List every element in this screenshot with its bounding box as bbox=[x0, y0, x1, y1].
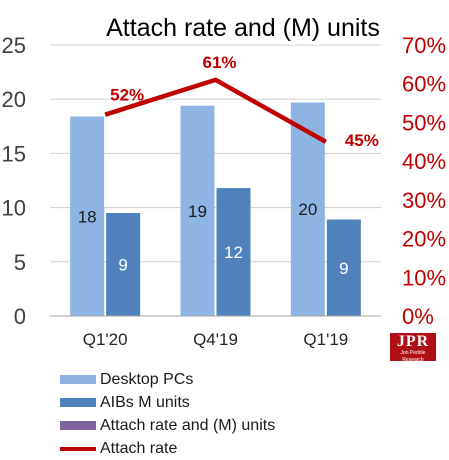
chart-title: Attach rate and (M) units bbox=[106, 14, 380, 42]
logo-text: JPR bbox=[396, 333, 430, 350]
legend: Desktop PCs AIBs M units Attach rate and (… bbox=[60, 368, 275, 460]
bar bbox=[70, 116, 105, 316]
y-left-tick-label: 15 bbox=[2, 141, 26, 166]
data-labels: 18 9 19 12 20 9 52% 61% 45% bbox=[78, 53, 379, 278]
jpr-logo: JPR Jon Peddie Research bbox=[390, 333, 436, 363]
bar-data-label: 20 bbox=[298, 200, 317, 219]
bar bbox=[106, 213, 141, 316]
legend-swatch bbox=[60, 446, 96, 451]
legend-swatch bbox=[60, 398, 96, 407]
bar bbox=[326, 219, 361, 316]
legend-label: Attach rate bbox=[100, 439, 178, 457]
bar-data-label: 18 bbox=[78, 207, 97, 226]
x-tick-label: Q1'20 bbox=[83, 330, 128, 349]
x-tick-label: Q4'19 bbox=[193, 330, 238, 349]
y-left-tick-label: 20 bbox=[2, 87, 26, 112]
y-right-tick-label: 30% bbox=[402, 188, 446, 213]
y-right-tick-label: 50% bbox=[402, 110, 446, 135]
legend-swatch bbox=[60, 375, 96, 384]
rate-data-label: 61% bbox=[202, 53, 236, 72]
legend-item: Attach rate bbox=[60, 437, 275, 460]
y-right-tick-label: 10% bbox=[402, 265, 446, 290]
bar-data-label: 9 bbox=[339, 259, 348, 278]
bar-data-label: 12 bbox=[224, 243, 243, 262]
y-left-tick-label: 5 bbox=[14, 250, 26, 275]
bar bbox=[216, 188, 251, 316]
legend-item: Desktop PCs bbox=[60, 368, 275, 391]
legend-item: AIBs M units bbox=[60, 391, 275, 414]
y-left-tick-label: 0 bbox=[14, 304, 26, 329]
axes: 0 5 10 15 20 25 0% 10% 20% 30% 40% 50% 60% 70% Q1'20 Q4… bbox=[2, 33, 447, 349]
attach-rate-series bbox=[104, 77, 327, 144]
logo-subtext: Jon Peddie Research bbox=[400, 350, 426, 363]
y-left-tick-label: 25 bbox=[2, 33, 26, 58]
legend-label: Desktop PCs bbox=[100, 370, 194, 388]
legend-label: AIBs M units bbox=[100, 393, 190, 411]
attach-rate-line bbox=[104, 77, 327, 144]
y-right-tick-label: 60% bbox=[402, 72, 446, 97]
rate-data-label: 45% bbox=[345, 131, 379, 150]
gridlines bbox=[50, 44, 381, 263]
bar-data-label: 9 bbox=[118, 256, 127, 275]
y-left-tick-label: 10 bbox=[2, 196, 26, 221]
x-tick-label: Q1'19 bbox=[303, 330, 348, 349]
legend-label: Attach rate and (M) units bbox=[100, 416, 276, 434]
rate-data-label: 52% bbox=[110, 86, 144, 105]
bar bbox=[180, 105, 215, 316]
bars bbox=[70, 102, 361, 317]
bar-data-label: 19 bbox=[188, 202, 207, 221]
y-right-tick-label: 0% bbox=[402, 304, 434, 329]
y-right-tick-label: 40% bbox=[402, 149, 446, 174]
y-right-tick-label: 20% bbox=[402, 227, 446, 252]
y-right-tick-label: 70% bbox=[402, 33, 446, 58]
legend-swatch bbox=[60, 421, 96, 430]
legend-item: Attach rate and (M) units bbox=[60, 414, 275, 437]
